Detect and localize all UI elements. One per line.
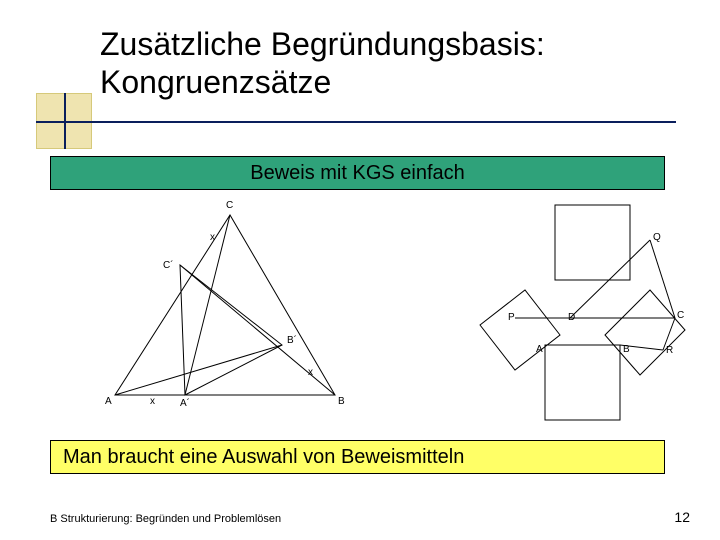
slide-title: Zusätzliche Begründungsbasis: Kongruenzs…: [100, 25, 680, 102]
label-P: P: [508, 312, 515, 323]
title-vertline: [64, 93, 66, 149]
banner-conclusion: Man braucht eine Auswahl von Beweismitte…: [50, 440, 665, 474]
label-R: R: [666, 345, 673, 356]
label-x2: x: [308, 367, 313, 378]
label-C2: C: [677, 310, 684, 321]
footer-text: B Strukturierung: Begründen und Probleml…: [50, 513, 281, 525]
label-A2: A: [536, 344, 543, 355]
banner-proof-text: Beweis mit KGS einfach: [250, 162, 465, 185]
label-B2: B: [623, 344, 630, 355]
label-B: B: [338, 396, 345, 407]
label-x1: x: [210, 232, 215, 243]
title-line1: Zusätzliche Begründungsbasis:: [100, 26, 545, 62]
diagram-area: C C´ B´ A´ A B x x x Q P D C A B R: [50, 200, 670, 425]
label-Ap: A´: [180, 398, 190, 409]
title-underline: [36, 121, 676, 123]
title-line2: Kongruenzsätze: [100, 64, 331, 100]
banner-proof: Beweis mit KGS einfach: [50, 156, 665, 190]
label-A: A: [105, 396, 112, 407]
label-Q: Q: [653, 232, 661, 243]
banner-conclusion-text: Man braucht eine Auswahl von Beweismitte…: [63, 446, 464, 469]
label-Bp: B´: [287, 335, 297, 346]
squares-diagram: [450, 200, 710, 425]
label-D: D: [568, 312, 575, 323]
label-x3: x: [150, 396, 155, 407]
label-Cp: C´: [163, 260, 174, 271]
page-number: 12: [674, 509, 690, 525]
label-C: C: [226, 200, 233, 211]
